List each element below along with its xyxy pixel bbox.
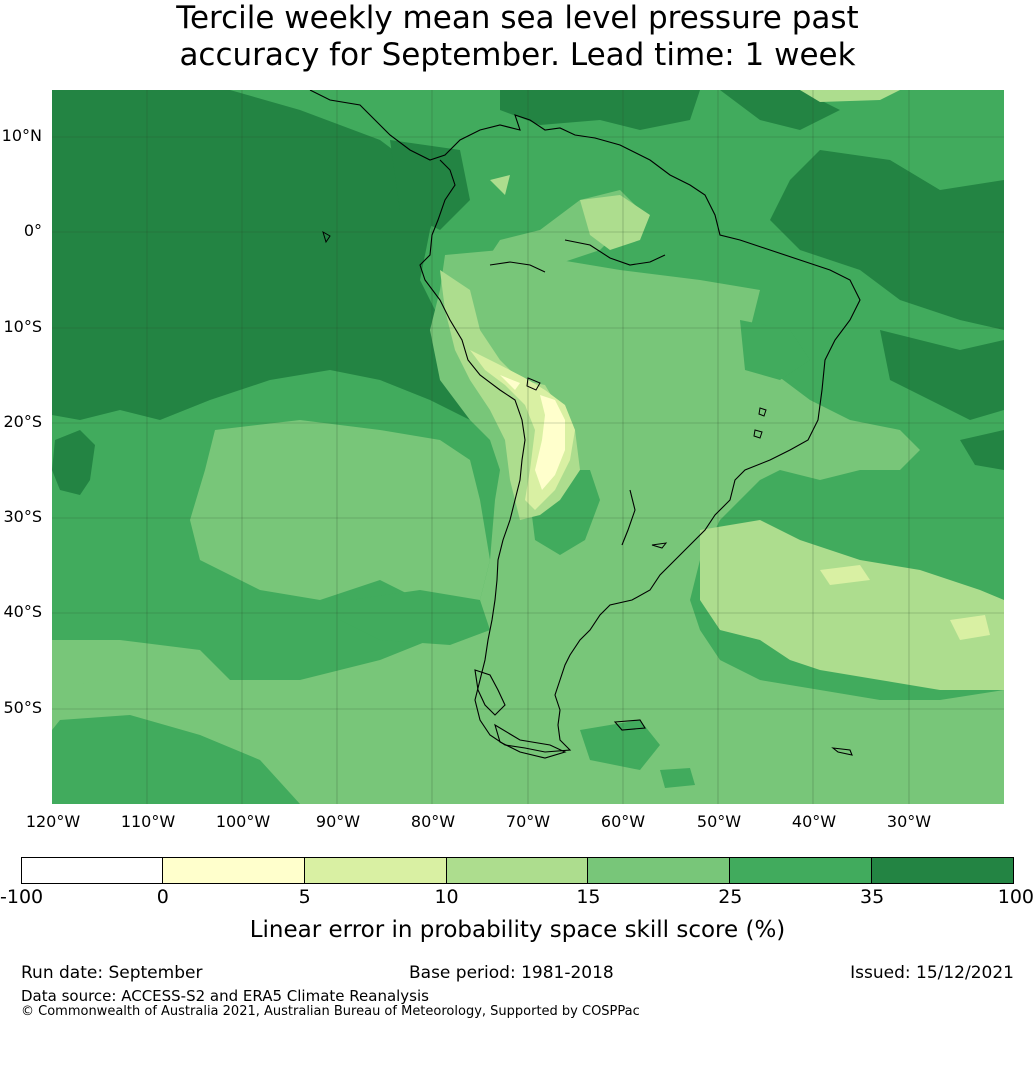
copyright: © Commonwealth of Australia 2021, Austra… bbox=[21, 1004, 640, 1019]
skill-lowest-regions bbox=[500, 375, 565, 490]
skill-high-regions bbox=[52, 90, 1004, 804]
gridlines bbox=[52, 90, 1004, 804]
lon-label-80w: 80°W bbox=[410, 812, 456, 831]
lat-label-50s: 50°S bbox=[3, 698, 42, 717]
map-title: Tercile weekly mean sea level pressure p… bbox=[0, 0, 1035, 74]
lat-label-40s: 40°S bbox=[3, 602, 42, 621]
colorbar-tick-label: 10 bbox=[434, 886, 459, 908]
colorbar bbox=[21, 857, 1014, 884]
title-line-2: accuracy for September. Lead time: 1 wee… bbox=[179, 37, 856, 73]
colorbar-bin bbox=[588, 857, 731, 884]
lon-label-120w: 120°W bbox=[25, 812, 81, 831]
colorbar-frame bbox=[21, 857, 1014, 884]
colorbar-tick-label: -100 bbox=[0, 886, 44, 908]
colorbar-tick-label: 0 bbox=[156, 886, 169, 908]
lon-label-110w: 110°W bbox=[120, 812, 176, 831]
lat-label-10s: 10°S bbox=[3, 317, 42, 336]
lon-label-100w: 100°W bbox=[215, 812, 271, 831]
skill-score-map bbox=[52, 90, 1004, 804]
lon-label-50w: 50°W bbox=[696, 812, 742, 831]
colorbar-bin bbox=[21, 857, 163, 884]
title-line-1: Tercile weekly mean sea level pressure p… bbox=[176, 0, 859, 36]
lat-label-20s: 20°S bbox=[3, 412, 42, 431]
run-date: Run date: September bbox=[21, 963, 203, 983]
colorbar-tick-label: 15 bbox=[576, 886, 601, 908]
colorbar-tick-label: 5 bbox=[298, 886, 311, 908]
skill-upper-patches bbox=[52, 320, 810, 804]
colorbar-bin bbox=[446, 857, 589, 884]
colorbar-title: Linear error in probability space skill … bbox=[249, 917, 786, 943]
colorbar-bin bbox=[304, 857, 447, 884]
skill-medium-regions bbox=[52, 190, 1004, 804]
coastlines bbox=[309, 90, 861, 759]
lat-label-30s: 30°S bbox=[3, 507, 42, 526]
lat-label-0: 0° bbox=[23, 221, 42, 240]
lat-label-10n: 10°N bbox=[1, 126, 42, 145]
lon-label-70w: 70°W bbox=[505, 812, 551, 831]
lon-label-60w: 60°W bbox=[600, 812, 646, 831]
lon-label-90w: 90°W bbox=[315, 812, 361, 831]
lakes bbox=[322, 230, 767, 549]
colorbar-tick-label: 25 bbox=[718, 886, 743, 908]
lon-label-40w: 40°W bbox=[791, 812, 837, 831]
colorbar-bin bbox=[872, 857, 1014, 884]
colorbar-bin bbox=[162, 857, 305, 884]
lon-label-30w: 30°W bbox=[886, 812, 932, 831]
base-period: Base period: 1981-2018 bbox=[409, 963, 614, 983]
colorbar-bin bbox=[730, 857, 873, 884]
issued-date: Issued: 15/12/2021 bbox=[850, 963, 1014, 983]
colorbar-tick-label: 35 bbox=[860, 886, 885, 908]
data-source: Data source: ACCESS-S2 and ERA5 Climate … bbox=[21, 987, 429, 1005]
colorbar-tick-label: 100 bbox=[997, 886, 1034, 908]
